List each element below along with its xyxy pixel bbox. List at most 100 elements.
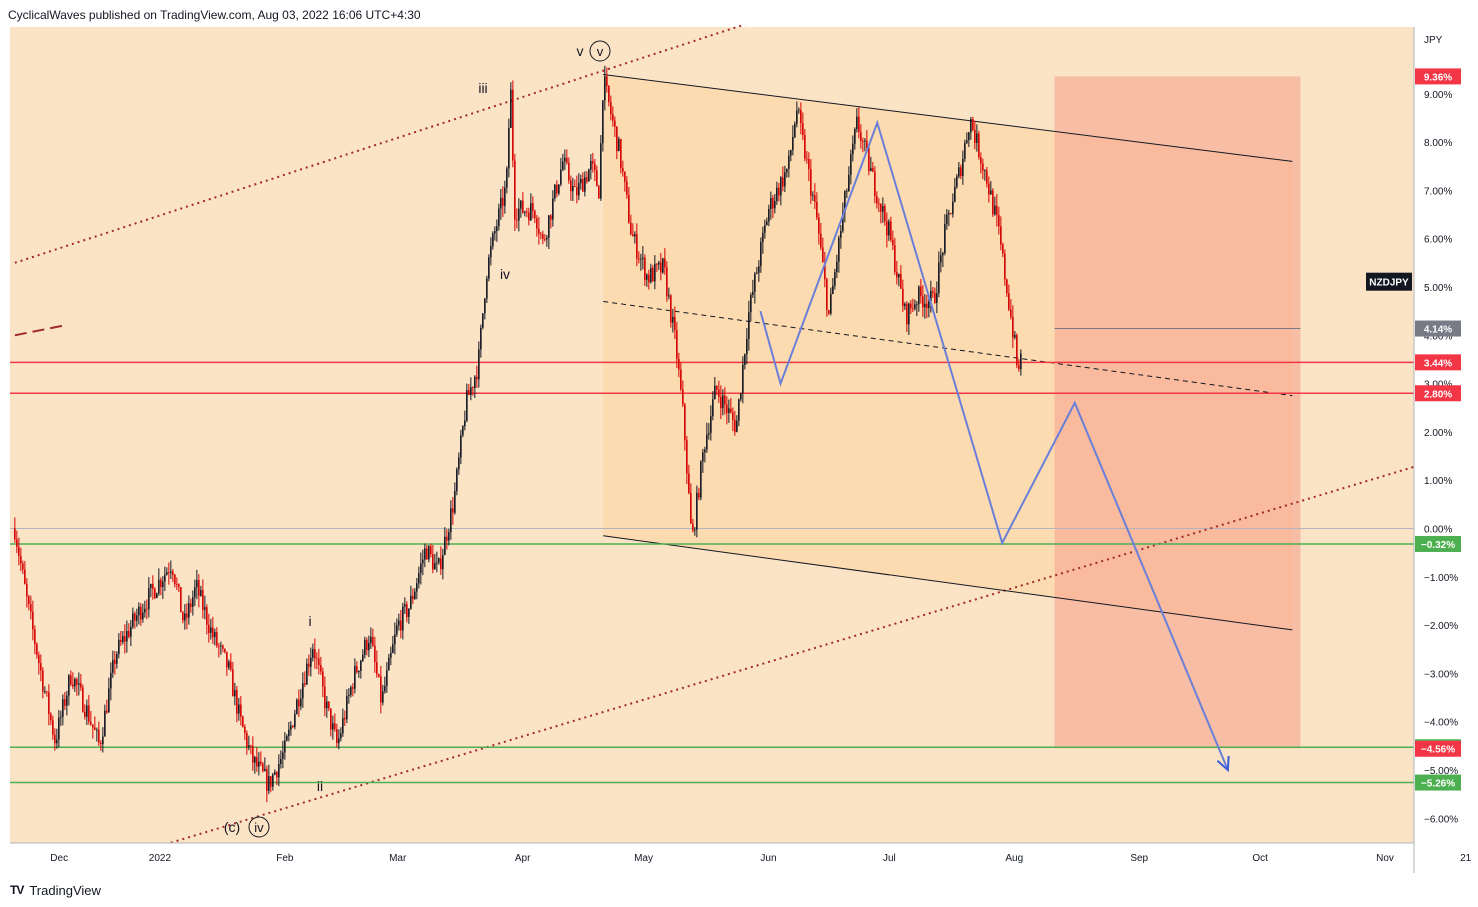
candle-body [224,648,226,652]
chart-container[interactable]: v v iii iv i ii (c) iv JPY 9.00% 8.00% 7.00% 6.00%… [0,0,1478,873]
candle-body [632,234,634,237]
candle-body [668,295,670,297]
candle-body [852,143,854,155]
x-tick-label: Jul [883,853,896,864]
candle-body [978,133,980,158]
projection-path[interactable] [759,119,1229,771]
candle-body [384,685,386,692]
candle-body [216,631,218,646]
price-badge[interactable] [1415,774,1461,791]
candle-body [760,241,762,267]
candle-body [988,183,990,195]
price-axis-panel[interactable] [1414,27,1478,843]
channel-median-line[interactable] [603,300,1293,397]
candle-body [656,263,658,265]
price-badge[interactable] [1415,320,1461,337]
candle-body [504,187,506,206]
price-badge[interactable] [1415,740,1461,757]
candle-body [642,257,644,259]
x-tick-label: Sep [1130,853,1148,864]
candle-body [836,261,838,273]
candle-body [294,713,296,727]
candle-body [56,739,58,744]
tradingview-logo-icon[interactable]: TV [10,883,24,897]
candle-body [220,645,222,647]
dashed-stub-line[interactable] [14,324,64,337]
candle-body [292,725,294,727]
candle-body [76,679,78,685]
candle-body [120,639,122,643]
candle-body [932,290,934,293]
x-tick-label: May [634,853,653,864]
price-badge[interactable] [1415,535,1461,552]
lower-dotted-trendline[interactable] [147,452,1458,851]
price-badge[interactable] [1415,354,1461,371]
candle-body [372,636,374,646]
candle-body [458,457,460,470]
candle-body [1018,365,1020,370]
candle-body [532,203,534,211]
candle-body [162,581,164,588]
candle-body [94,727,96,730]
candle-body [524,211,526,213]
candle-body [834,272,836,286]
price-badge[interactable] [1415,68,1461,85]
candle-body [378,674,380,677]
candle-body [310,657,312,667]
candle-body [702,452,704,462]
candle-body [408,608,410,618]
candle-body [750,294,752,313]
symbol-badge[interactable] [1366,272,1412,291]
candle-body [592,160,594,164]
candle-body [818,217,820,234]
candle-body [876,196,878,204]
x-tick-label: Jun [760,853,776,864]
candle-body [498,208,500,227]
candle-body [1012,316,1014,338]
y-tick-label: 1.00% [1424,476,1452,487]
candle-body [288,729,290,737]
candle-body [928,301,930,309]
candle-body [34,629,36,645]
candle-body [58,717,60,740]
candle-body [52,720,54,735]
channel-lower-line[interactable] [603,535,1293,631]
candle-body [830,294,832,314]
y-tick-label: −5.00% [1424,766,1458,777]
time-axis-panel[interactable] [10,843,1414,873]
candle-body [768,209,770,222]
candle-body [792,136,794,151]
channel-upper-line[interactable] [603,73,1293,162]
candle-body [856,116,858,130]
candle-body [272,774,274,787]
price-badge-label: 4.14% [1424,325,1452,336]
candle-body [952,201,954,214]
candle-body [450,508,452,533]
candle-body [828,309,830,314]
candle-body [644,257,646,280]
candle-body [26,583,28,597]
wave-label: (c) [224,819,240,835]
candle-body [420,563,422,574]
footer-brand[interactable]: TradingView [29,882,101,898]
candle-body [276,772,278,778]
candle-body [866,140,868,148]
target-box[interactable] [1054,76,1301,749]
candle-body [778,187,780,196]
candle-body [596,170,598,187]
candle-body [784,172,786,187]
candle-body [374,645,376,663]
candle-body [874,171,876,197]
candle-body [358,670,360,673]
price-badge[interactable] [1415,385,1461,402]
candle-body [406,604,408,618]
candle-body [606,76,608,86]
candle-body [334,723,336,730]
wave-label: v [577,43,584,59]
candle-body [540,233,542,235]
candle-body [958,167,960,177]
candle-body [998,215,1000,227]
x-tick-label: 21 [1460,853,1472,864]
candle-body [948,212,950,215]
